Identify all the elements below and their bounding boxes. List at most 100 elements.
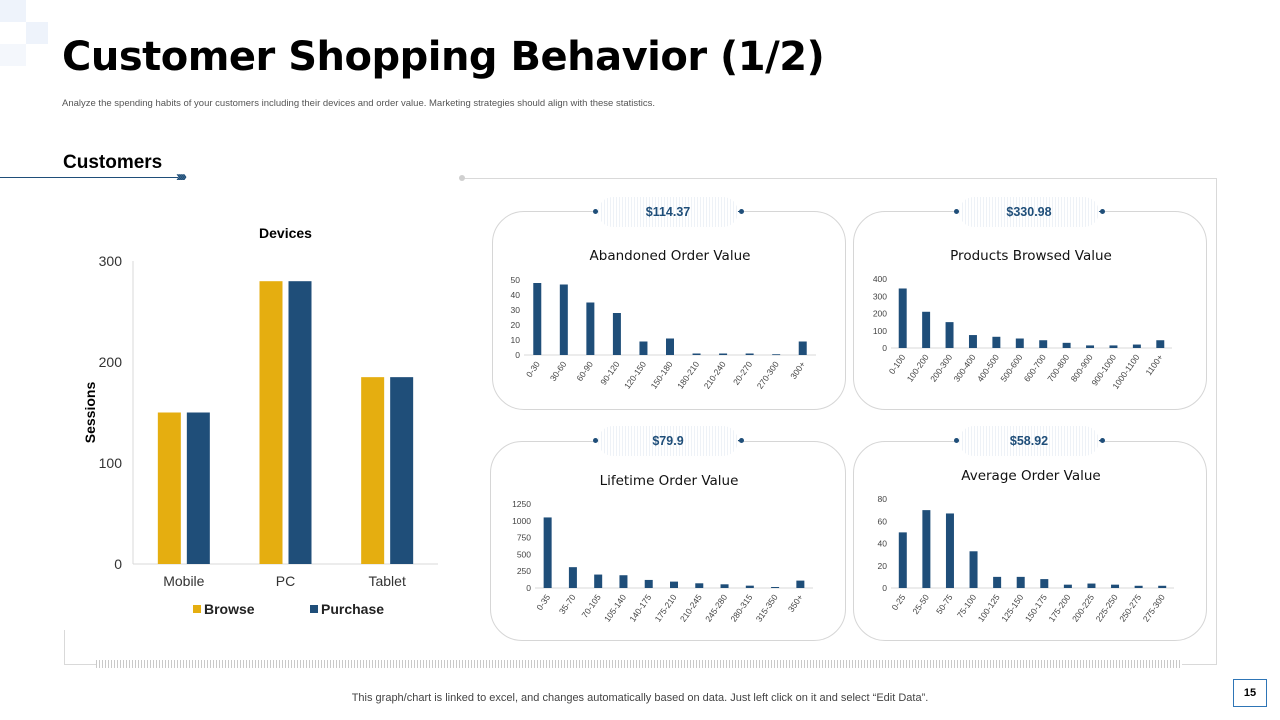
lifetime-bar[interactable] (594, 574, 603, 588)
average-ytick: 0 (882, 583, 887, 593)
abandoned-ytick: 0 (515, 350, 520, 360)
average-xtick: 125-150 (999, 592, 1025, 624)
average-bar[interactable] (945, 513, 954, 588)
abandoned-bar[interactable] (586, 302, 595, 356)
abandoned-ytick: 40 (511, 290, 521, 300)
frame-dot (459, 175, 465, 181)
abandoned-bar[interactable] (798, 341, 807, 356)
devices-ytick: 0 (114, 556, 122, 572)
lifetime-bar[interactable] (619, 575, 628, 588)
lifetime-bar[interactable] (644, 579, 653, 588)
average-value-badge: $58.92 (959, 426, 1099, 456)
lifetime-chart[interactable]: Lifetime Order Value 0 250 500 750 1000 1250 0-… (491, 442, 847, 642)
average-bar[interactable] (1134, 585, 1143, 588)
abandoned-xtick: 90-120 (598, 359, 622, 387)
abandoned-bar[interactable] (719, 353, 728, 356)
average-ytick: 80 (878, 494, 888, 504)
browsed-bar[interactable] (922, 311, 931, 348)
browsed-bar[interactable] (1132, 344, 1141, 348)
badge-dot (954, 209, 959, 214)
devices-bar-browse[interactable] (157, 412, 181, 565)
abandoned-xtick: 60-90 (574, 359, 595, 383)
browsed-bar[interactable] (898, 288, 907, 348)
abandoned-ytick: 10 (511, 335, 521, 345)
browsed-bar[interactable] (992, 336, 1001, 348)
devices-chart-title: Devices (259, 225, 312, 241)
devices-bar-purchase[interactable] (288, 281, 312, 564)
abandoned-bar[interactable] (772, 354, 781, 356)
abandoned-chart[interactable]: Abandoned Order Value 0 10 20 30 40 50 0-30 30-6… (493, 212, 847, 411)
average-bar[interactable] (1063, 584, 1072, 588)
abandoned-order-panel: Abandoned Order Value 0 10 20 30 40 50 0-30 30-6… (492, 211, 846, 410)
average-bar[interactable] (1158, 585, 1167, 588)
devices-bar-purchase[interactable] (186, 412, 210, 565)
browsed-ytick: 200 (873, 309, 887, 319)
lifetime-ytick: 1000 (512, 516, 531, 526)
abandoned-bar[interactable] (612, 313, 621, 355)
legend-label: Purchase (321, 601, 384, 617)
badge-dot (1100, 438, 1105, 443)
browsed-bar[interactable] (1039, 340, 1048, 348)
average-order-panel: Average Order Value 0 20 40 60 80 0-25 25-50 50-… (853, 441, 1207, 641)
browsed-bar[interactable] (1109, 345, 1118, 348)
average-bar[interactable] (969, 551, 978, 588)
browsed-bar[interactable] (1156, 340, 1165, 348)
browsed-bar[interactable] (1086, 345, 1095, 348)
devices-bar-browse[interactable] (361, 377, 385, 564)
abandoned-bar[interactable] (692, 353, 701, 356)
browsed-bar[interactable] (1015, 338, 1024, 348)
browsed-value-badge: $330.98 (959, 197, 1099, 227)
abandoned-chart-title: Abandoned Order Value (590, 248, 751, 264)
devices-bar-browse[interactable] (259, 281, 283, 564)
abandoned-bar[interactable] (559, 284, 568, 356)
average-xtick: 25-50 (910, 592, 931, 616)
lifetime-ytick: 500 (517, 549, 531, 559)
lifetime-xtick: 70-105 (579, 592, 603, 620)
browsed-bar[interactable] (945, 322, 954, 348)
average-chart[interactable]: Average Order Value 0 20 40 60 80 0-25 25-50 50-… (854, 442, 1208, 642)
browsed-ytick: 100 (873, 326, 887, 336)
abandoned-ytick: 20 (511, 320, 521, 330)
badge-dot (739, 209, 744, 214)
average-bar[interactable] (1040, 579, 1049, 588)
average-bar[interactable] (1111, 584, 1120, 588)
lifetime-ytick: 250 (517, 566, 531, 576)
browsed-xtick: 400-500 (975, 352, 1001, 384)
browsed-xtick: 1100+ (1143, 352, 1165, 377)
abandoned-bar[interactable] (666, 338, 674, 356)
devices-ytick: 100 (99, 455, 123, 471)
browsed-ytick: 0 (882, 343, 887, 353)
lifetime-bar[interactable] (695, 583, 704, 588)
abandoned-xtick: 150-180 (649, 359, 675, 391)
average-bar[interactable] (1087, 583, 1096, 588)
abandoned-xtick: 120-150 (622, 359, 648, 391)
browsed-xtick: 200-300 (928, 352, 954, 384)
average-bar[interactable] (898, 532, 907, 588)
browsed-bar[interactable] (1062, 342, 1071, 348)
average-bar[interactable] (1016, 576, 1025, 588)
average-xtick: 75-100 (955, 592, 979, 620)
devices-chart[interactable]: Devices Sessions 0 100 200 300 Mobile PC Tablet B… (70, 215, 450, 625)
lifetime-xtick: 35-70 (557, 592, 578, 616)
browsed-bar[interactable] (968, 335, 977, 348)
lifetime-ytick: 1250 (512, 499, 531, 509)
lifetime-bar[interactable] (720, 584, 729, 588)
lifetime-bar[interactable] (568, 567, 577, 588)
badge-dot (593, 438, 598, 443)
abandoned-bar[interactable] (745, 353, 754, 356)
lifetime-bar[interactable] (796, 580, 805, 588)
browsed-chart[interactable]: Products Browsed Value 0 100 200 300 400 0-100… (854, 212, 1208, 411)
average-bar[interactable] (993, 576, 1002, 588)
average-bar[interactable] (922, 510, 931, 588)
lifetime-bar[interactable] (745, 585, 754, 588)
lifetime-bar[interactable] (543, 517, 552, 588)
average-xtick: 225-250 (1094, 592, 1120, 624)
abandoned-bar[interactable] (533, 283, 542, 355)
lifetime-xtick: 280-315 (728, 592, 754, 624)
abandoned-bar[interactable] (639, 341, 648, 356)
average-xtick: 100-125 (976, 592, 1002, 624)
frame-line (1216, 178, 1217, 664)
lifetime-bar[interactable] (771, 586, 780, 588)
devices-bar-purchase[interactable] (390, 377, 414, 564)
lifetime-bar[interactable] (670, 581, 678, 588)
